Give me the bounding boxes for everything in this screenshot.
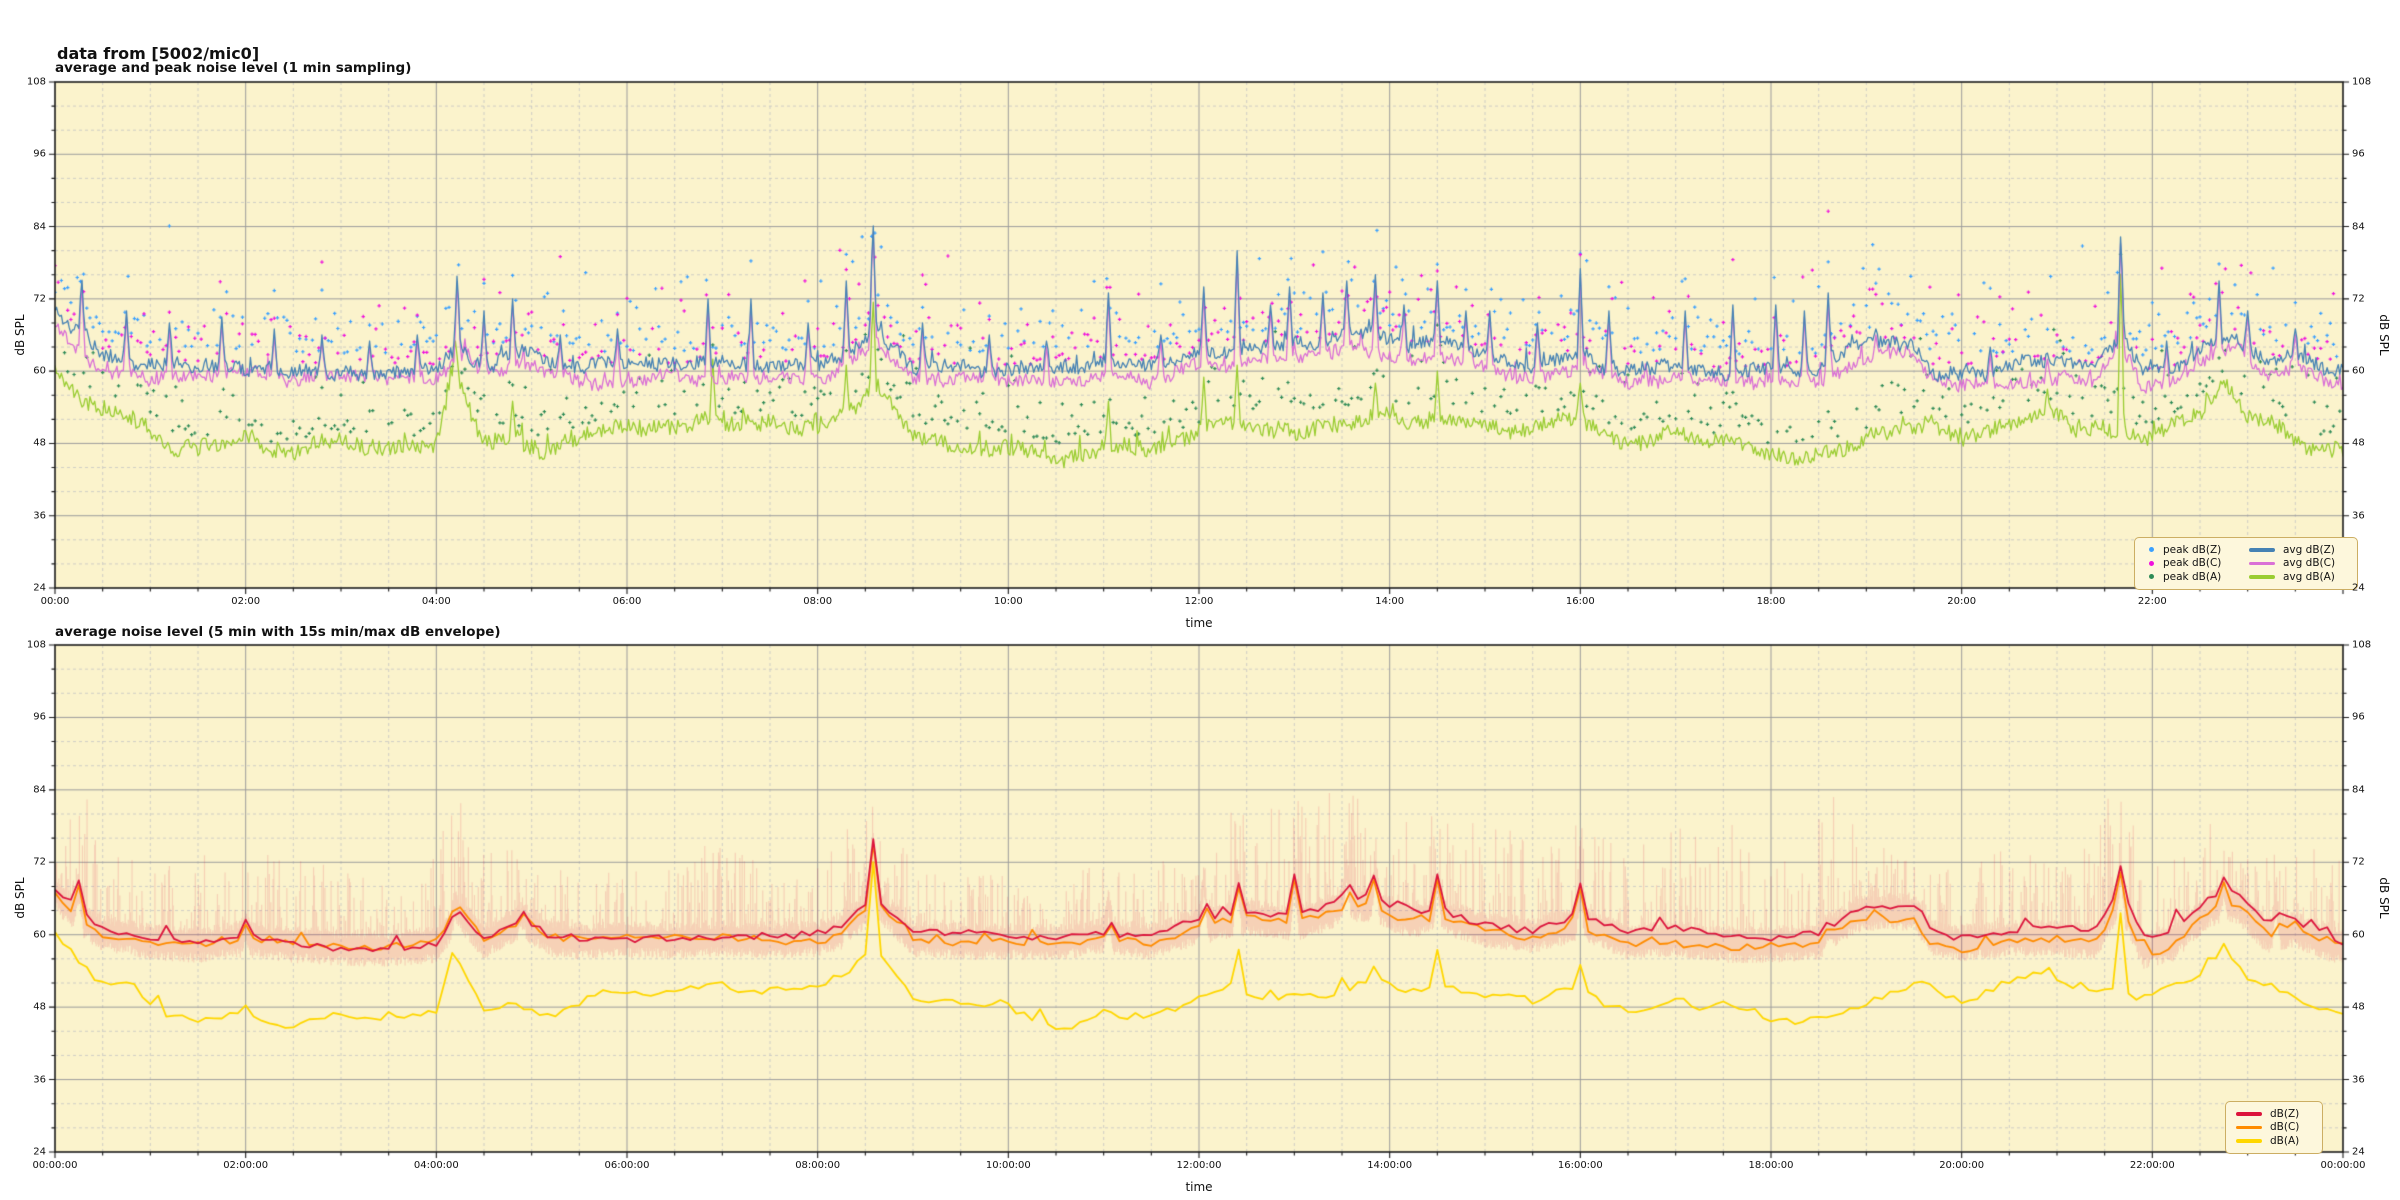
chart2-ylabel-right: dB SPL <box>2377 877 2391 919</box>
chart1-plot-canvas <box>41 68 2357 602</box>
x-tick-label: 10:00:00 <box>985 1160 1031 1171</box>
x-tick-label: 14:00:00 <box>1367 1160 1413 1171</box>
x-tick-label: 06:00:00 <box>604 1160 650 1171</box>
legend-label-avg-dbz: avg dB(Z) <box>2283 543 2335 556</box>
y-tick-label-left: 48 <box>33 437 46 449</box>
x-tick-label: 04:00 <box>421 596 451 607</box>
chart1-xlabel: time <box>1185 616 1213 630</box>
x-tick-label: 16:00:00 <box>1557 1160 1603 1171</box>
y-tick-label-left: 60 <box>33 365 46 377</box>
y-tick-label-right: 72 <box>2352 293 2365 305</box>
legend-label-dbz: dB(Z) <box>2270 1107 2300 1120</box>
x-tick-label: 14:00 <box>1375 596 1405 607</box>
legend-label-avg-dba: avg dB(A) <box>2283 570 2335 583</box>
y-tick-label-right: 108 <box>2352 639 2372 651</box>
y-tick-label-right: 48 <box>2352 1001 2365 1013</box>
x-tick-label: 00:00:00 <box>2320 1160 2366 1171</box>
y-tick-label-left: 24 <box>33 1146 46 1158</box>
header-line-1: data from [5002/mic0] <box>57 44 260 63</box>
y-tick-label-right: 60 <box>2352 929 2365 941</box>
legend-line-dbc <box>2236 1125 2262 1129</box>
y-tick-label-right: 48 <box>2352 437 2365 449</box>
legend-label-dba: dB(A) <box>2270 1134 2300 1147</box>
y-tick-label-right: 96 <box>2352 148 2365 160</box>
legend-line-avg-dba <box>2249 575 2275 579</box>
y-tick-label-right: 60 <box>2352 365 2365 377</box>
legend-line-dbz <box>2236 1112 2262 1116</box>
chart1-ylabel-right: dB SPL <box>2377 314 2391 356</box>
y-tick-label-left: 36 <box>33 510 46 522</box>
x-tick-label: 20:00:00 <box>1939 1160 1985 1171</box>
chart1-ylabel-left: dB SPL <box>13 314 27 356</box>
y-tick-label-right: 84 <box>2352 784 2365 796</box>
legend-dot-peak-dbc <box>2148 560 2154 566</box>
legend-line-avg-dbz <box>2249 548 2275 552</box>
x-tick-label: 00:00 <box>40 596 70 607</box>
x-tick-label: 16:00 <box>1565 596 1595 607</box>
y-tick-label-right: 36 <box>2352 1074 2365 1086</box>
y-tick-label-left: 108 <box>26 76 46 88</box>
x-tick-label: 06:00 <box>612 596 642 607</box>
x-tick-label: 08:00:00 <box>795 1160 841 1171</box>
y-tick-label-right: 72 <box>2352 856 2365 868</box>
y-tick-label-left: 96 <box>33 148 46 160</box>
x-tick-label: 20:00 <box>1947 596 1977 607</box>
x-tick-label: 02:00:00 <box>223 1160 269 1171</box>
y-tick-label-left: 72 <box>33 293 46 305</box>
y-tick-label-left: 84 <box>33 221 46 233</box>
y-tick-label-right: 96 <box>2352 711 2365 723</box>
y-tick-label-right: 24 <box>2352 1146 2365 1158</box>
chart1-legend: peak dB(Z) avg dB(Z) peak dB(C) avg dB(C… <box>2134 537 2358 590</box>
x-tick-label: 18:00:00 <box>1748 1160 1794 1171</box>
chart2-plot-canvas <box>41 631 2357 1166</box>
x-tick-label: 18:00 <box>1756 596 1786 607</box>
x-tick-label: 00:00:00 <box>32 1160 78 1171</box>
x-tick-label: 12:00:00 <box>1176 1160 1222 1171</box>
legend-line-avg-dbc <box>2249 561 2275 565</box>
legend-label-peak-dbc: peak dB(C) <box>2163 557 2222 570</box>
y-tick-label-left: 48 <box>33 1001 46 1013</box>
y-tick-label-left: 24 <box>33 582 46 594</box>
y-tick-label-left: 108 <box>26 639 46 651</box>
y-tick-label-left: 60 <box>33 929 46 941</box>
legend-label-peak-dba: peak dB(A) <box>2163 570 2222 583</box>
x-tick-label: 04:00:00 <box>413 1160 459 1171</box>
y-tick-label-right: 36 <box>2352 510 2365 522</box>
y-tick-label-right: 108 <box>2352 76 2372 88</box>
legend-dot-peak-dba <box>2148 574 2154 580</box>
x-tick-label: 02:00 <box>231 596 261 607</box>
y-tick-label-right: 84 <box>2352 221 2365 233</box>
y-tick-label-left: 84 <box>33 784 46 796</box>
legend-dot-peak-dbz <box>2148 547 2154 553</box>
chart2-ylabel-left: dB SPL <box>13 877 27 919</box>
legend-label-peak-dbz: peak dB(Z) <box>2163 543 2222 556</box>
x-tick-label: 08:00 <box>803 596 833 607</box>
chart2-xlabel: time <box>1185 1180 1213 1194</box>
y-tick-label-left: 72 <box>33 856 46 868</box>
y-tick-label-left: 36 <box>33 1074 46 1086</box>
chart2-legend: dB(Z) dB(C) dB(A) <box>2225 1101 2323 1154</box>
x-tick-label: 22:00:00 <box>2129 1160 2175 1171</box>
x-tick-label: 22:00 <box>2137 596 2167 607</box>
legend-label-avg-dbc: avg dB(C) <box>2283 557 2336 570</box>
y-tick-label-left: 96 <box>33 711 46 723</box>
y-tick-label-right: 24 <box>2352 582 2365 594</box>
x-tick-label: 10:00 <box>993 596 1023 607</box>
legend-label-dbc: dB(C) <box>2270 1121 2300 1134</box>
x-tick-label: 12:00 <box>1184 596 1214 607</box>
legend-line-dba <box>2236 1139 2262 1143</box>
